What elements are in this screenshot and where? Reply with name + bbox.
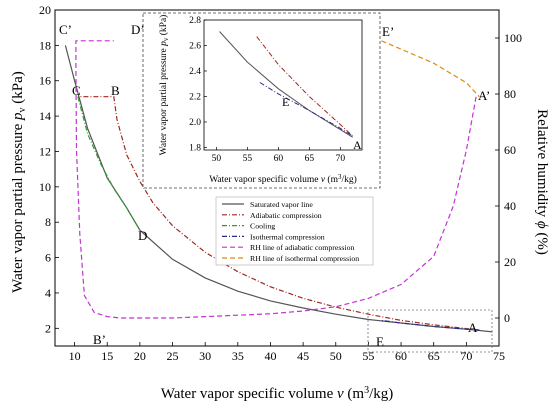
point-label: A [468,320,478,335]
inset-y-tick-label: 2.4 [189,67,201,77]
inset-x-tick-label: 55 [243,154,253,164]
right-y-tick-label: 60 [504,143,516,157]
inset-x-tick-label: 70 [336,154,346,164]
inset-y-axis-label: Water vapor partial pressure pv (kPa) [158,15,170,156]
point-label: D [138,228,147,243]
left-y-tick-label: 10 [39,180,51,194]
x-tick-label: 40 [264,349,276,363]
left-y-tick-label: 4 [45,286,51,300]
point-label: C’ [59,22,72,37]
x-tick-label: 25 [167,349,179,363]
x-tick-label: 65 [428,349,440,363]
series-line-2 [77,96,141,231]
left-y-tick-label: 20 [39,3,51,17]
zoom-region-box [367,309,493,353]
inset-plot-frame [203,19,363,151]
plot-frame [54,9,500,347]
point-label: D’ [131,22,145,37]
inset-y-tick-label: 2.8 [189,16,201,26]
inset-series-line-0 [219,31,353,138]
right-y-axis-label: Relative humidity ϕ (%) [534,109,550,255]
x-tick-label: 30 [199,349,211,363]
legend-label: RH line of adiabatic compression [250,243,354,252]
inset-series-group [219,31,354,138]
right-y-tick-label: 0 [504,311,510,325]
x-tick-label: 45 [297,349,309,363]
point-label: E [376,334,384,349]
point-label: E’ [382,24,394,39]
legend-label: Saturated vapor line [250,200,313,209]
point-label: B’ [93,332,106,347]
x-tick-label: 50 [330,349,342,363]
left-y-tick-label: 14 [39,109,51,123]
left-y-tick-label: 6 [45,251,51,265]
inset: 50 55 60 65 70 1.8 2.0 2.2 2.4 2.6 2.8 Water vapor… [142,12,381,189]
left-y-tick-label: 16 [39,74,51,88]
x-tick-label: 70 [460,349,472,363]
left-y-axis: 2 4 6 8 10 12 14 16 18 20 [39,3,59,335]
inset-y-tick-label: 2.6 [189,41,201,51]
point-label: A’ [478,88,490,103]
inset-x-tick-label: 60 [274,154,284,164]
inset-y-tick-label: 1.8 [189,143,201,153]
inset-y-tick-label: 2.0 [189,118,201,128]
inset-series-line-2 [259,82,353,137]
left-y-tick-label: 2 [45,321,51,335]
left-y-tick-label: 12 [39,144,51,158]
inset-x-tick-label: 65 [305,154,315,164]
x-tick-label: 35 [232,349,244,363]
point-label: B [111,83,120,98]
series-line-3 [381,319,480,331]
x-tick-label: 10 [69,349,81,363]
x-tick-label: 75 [493,349,505,363]
x-axis-label: Water vapor specific volume v (m3/kg) [161,385,394,402]
right-y-tick-label: 40 [504,199,516,213]
legend: Saturated vapor line Adiabatic compressio… [215,196,374,266]
inset-series-line-1 [256,36,354,137]
main-series-group [64,40,493,333]
left-y-tick-label: 8 [45,215,51,229]
series-line-4 [75,40,477,319]
inset-y-tick-label: 2.2 [189,92,201,102]
point-label: C [72,83,81,98]
legend-box [215,196,374,266]
inset-x-axis-label: Water vapor specific volume v (m3/kg) [209,173,357,185]
inset-point-label: A [353,138,362,152]
x-tick-label: 55 [362,349,374,363]
x-tick-label: 60 [395,349,407,363]
right-y-axis: 0 20 40 60 80 100 [495,31,522,325]
legend-label: RH line of isothermal compression [250,254,359,263]
right-y-tick-label: 20 [504,255,516,269]
x-tick-label: 20 [134,349,146,363]
left-y-tick-label: 18 [39,38,51,52]
left-y-axis-label: Water vapor partial pressure pv (kPa) [10,71,28,293]
legend-label: Cooling [250,222,275,231]
series-line-5 [381,40,480,98]
legend-label: Adiabatic compression [250,211,322,220]
x-tick-label: 15 [101,349,113,363]
inset-x-tick-label: 50 [212,154,222,164]
inset-axes: 50 55 60 65 70 1.8 2.0 2.2 2.4 2.6 2.8 [189,16,345,164]
right-y-tick-label: 100 [504,31,522,45]
point-labels: A B C D E A’ B’ C’ D’ E’ E A [59,22,490,349]
x-axis: 10 15 20 25 30 35 40 45 50 55 60 65 70 75 [69,342,505,363]
inset-point-label: E [282,95,289,109]
right-y-tick-label: 80 [504,87,516,101]
legend-label: Isothermal compression [250,232,325,241]
